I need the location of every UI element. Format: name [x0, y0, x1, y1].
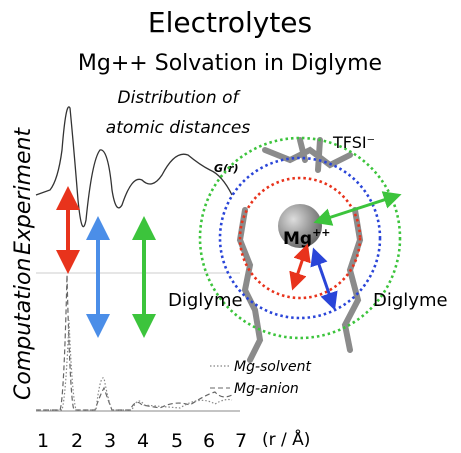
x-tick-label: 6: [203, 430, 215, 452]
legend-label: Mg-anion: [234, 381, 299, 397]
molecule: [240, 140, 360, 360]
curve-label: G(r): [214, 162, 239, 175]
mg-label: Mg: [283, 229, 312, 249]
solvent-label: Diglyme: [168, 290, 243, 311]
annotation: atomic distances: [106, 118, 251, 138]
x-tick-label: 3: [104, 430, 116, 452]
arrow: [316, 256, 332, 302]
arrow: [295, 252, 305, 282]
figure: Electrolytes Mg++ Solvation in Diglyme D…: [0, 0, 461, 453]
y-label: Experiment: [11, 127, 36, 255]
y-label: Computation: [11, 258, 36, 400]
subtitle: Mg++ Solvation in Diglyme: [78, 51, 382, 76]
legend-label: Mg-solvent: [234, 359, 312, 375]
x-label: (r / Å): [262, 428, 310, 450]
solvent-label: Diglyme: [373, 290, 448, 311]
title: Electrolytes: [148, 6, 312, 39]
anion-label: TFSI⁻: [332, 133, 375, 152]
mg-label: Mg++: [283, 226, 331, 249]
x-tick-label: 1: [37, 430, 49, 452]
x-tick-label: 2: [71, 430, 83, 452]
x-tick-label: 4: [137, 430, 149, 452]
annotation: Distribution of: [118, 88, 242, 108]
x-tick-label: 5: [171, 430, 183, 452]
mg-charge: ++: [312, 226, 330, 239]
x-tick-label: 7: [235, 430, 247, 452]
